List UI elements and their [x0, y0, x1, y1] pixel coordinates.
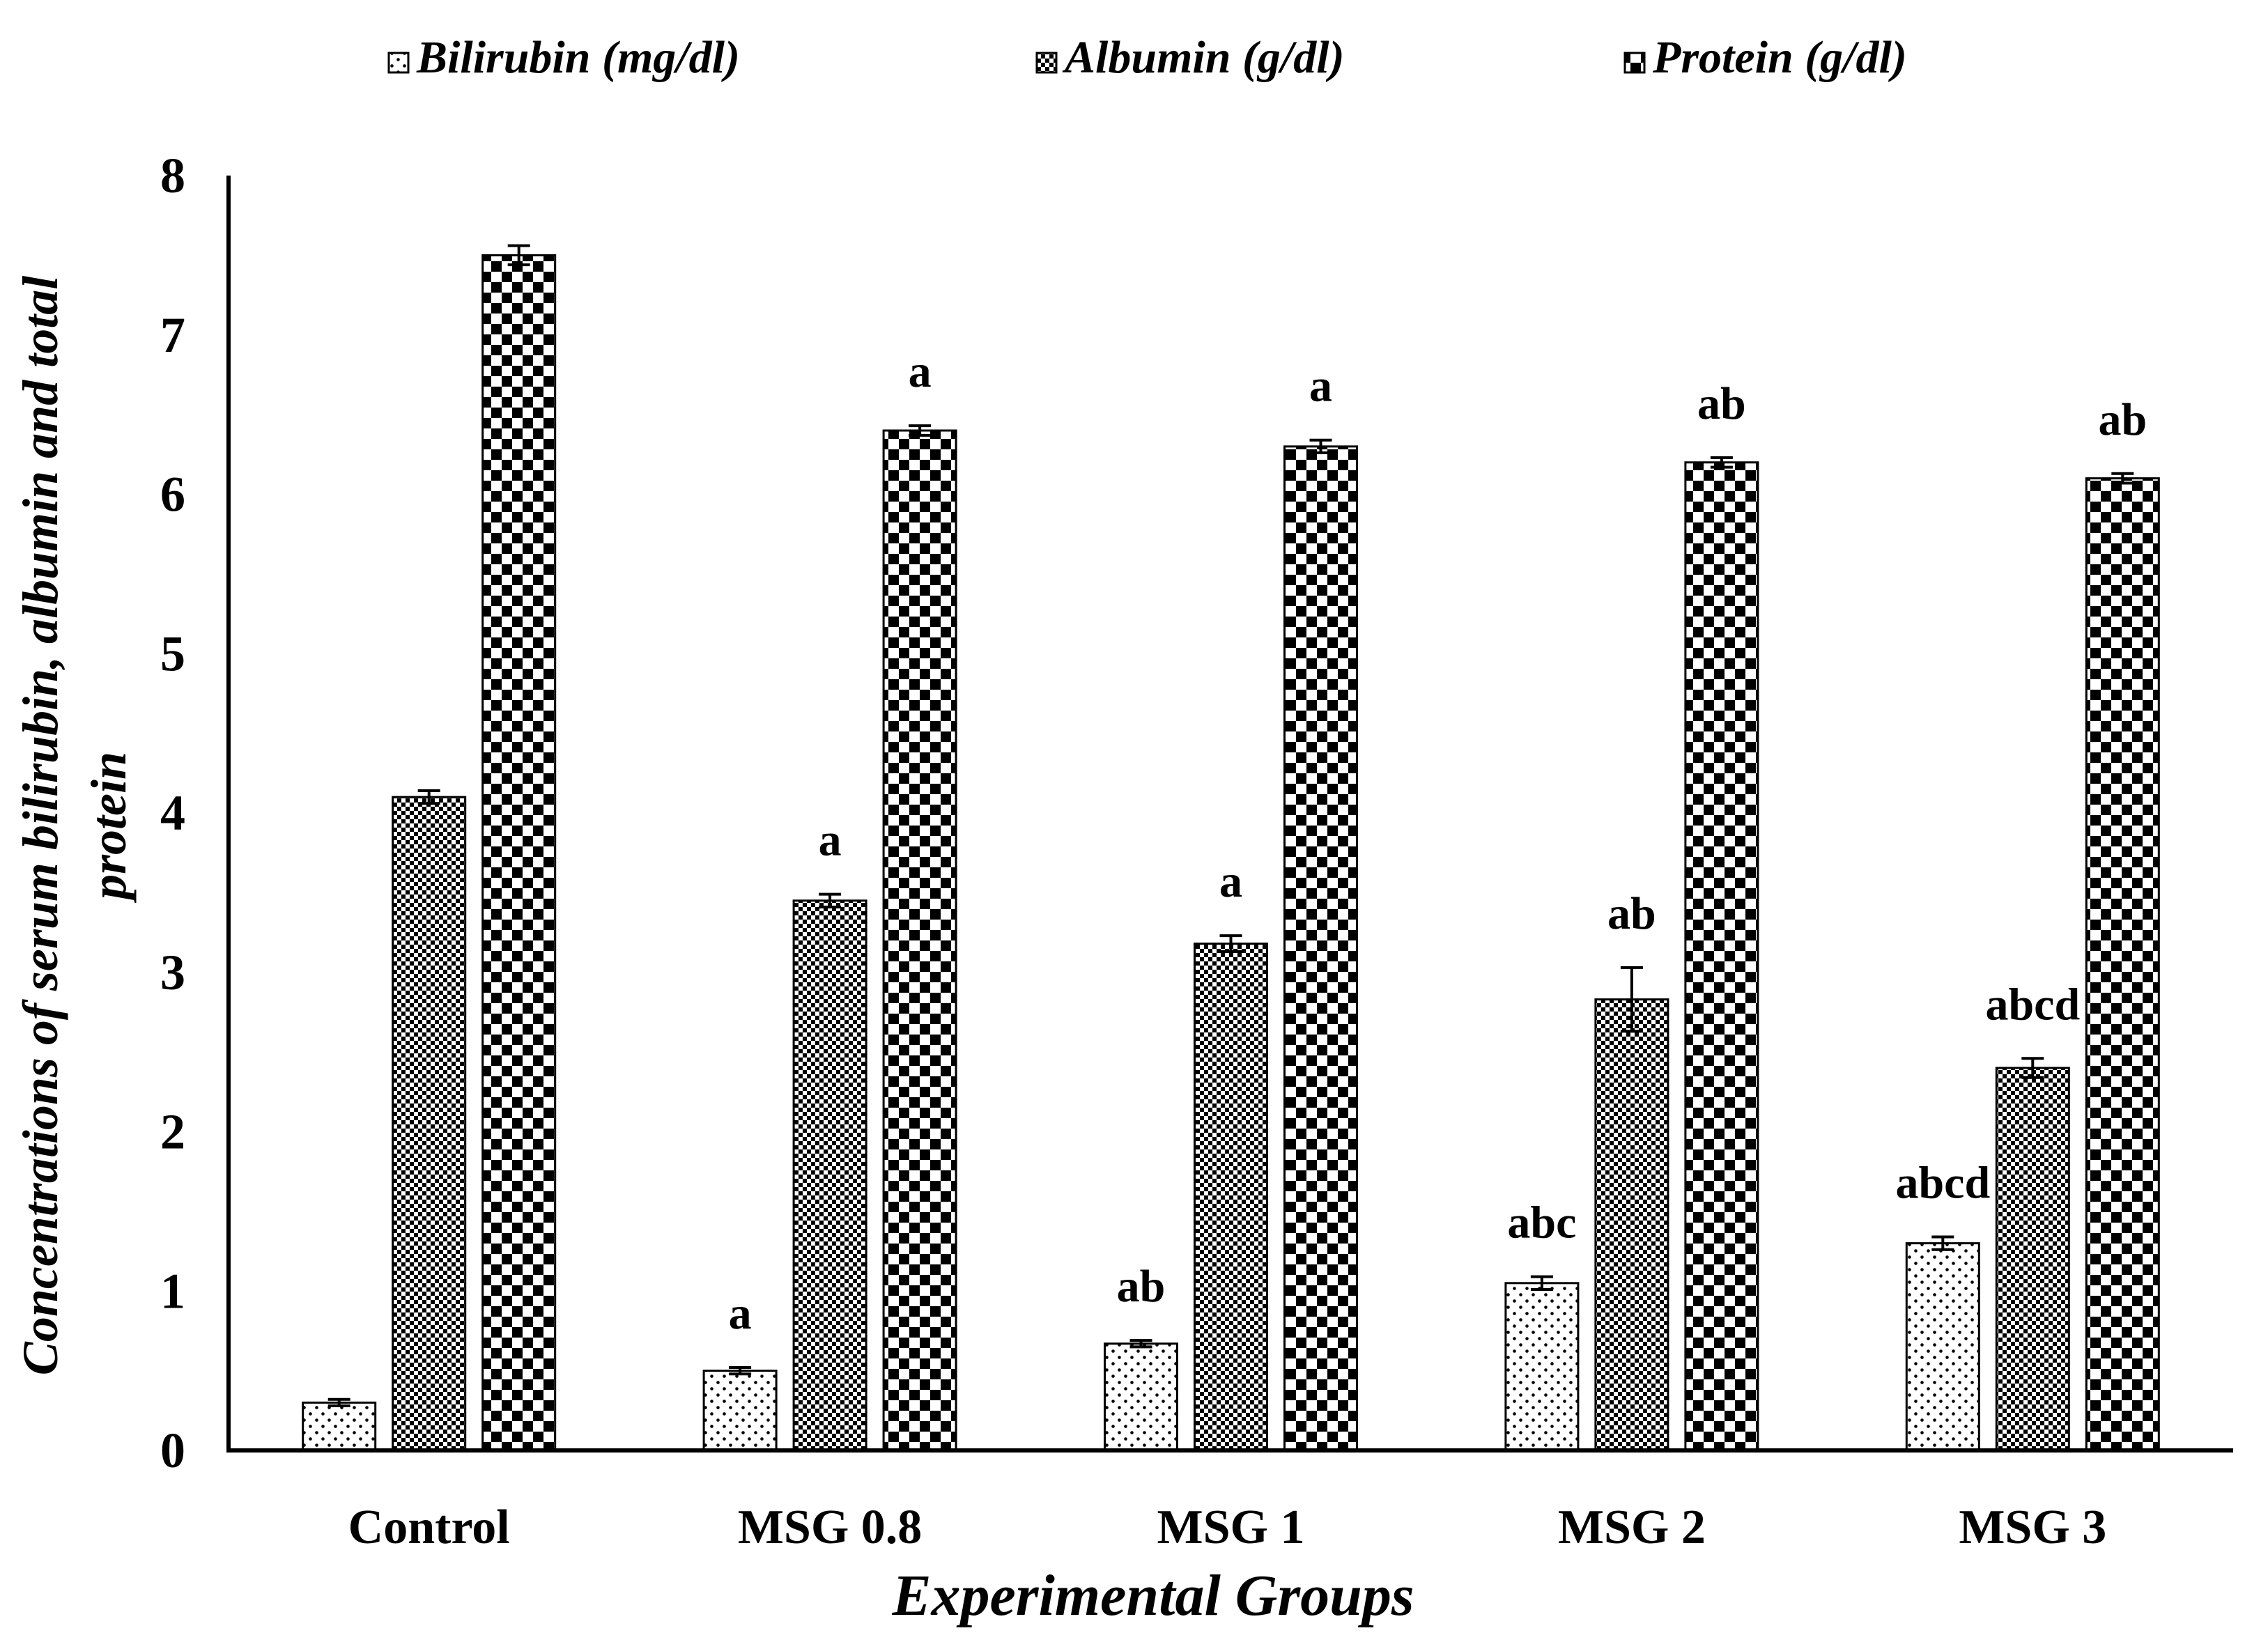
bar	[1504, 1282, 1580, 1452]
legend-swatch-bilirubin	[387, 52, 410, 74]
bar	[1283, 445, 1358, 1452]
x-tick-label: MSG 2	[1558, 1501, 1706, 1554]
bar	[1995, 1067, 2070, 1452]
significance-label: a	[909, 346, 932, 397]
error-bar	[1710, 456, 1733, 469]
significance-label: a	[819, 815, 842, 866]
x-tick-label: MSG 1	[1157, 1501, 1305, 1554]
error-bar	[1931, 1235, 1954, 1251]
y-axis-ticks: 0 1 2 3 4 5 6 7 8	[160, 148, 185, 1478]
y-tick-label: 8	[160, 148, 185, 203]
y-tick-label: 2	[160, 1104, 185, 1160]
bar	[392, 796, 467, 1452]
x-axis-ticks: Control MSG 0.8 MSG 1 MSG 2 MSG 3	[348, 1501, 2107, 1554]
legend-swatch-protein	[1623, 52, 1646, 74]
error-bar	[1620, 966, 1643, 1033]
error-bar	[819, 892, 842, 908]
legend-swatch-albumin	[1035, 52, 1058, 74]
y-axis-title-line-1: Concentrations of serum bilirubin, album…	[13, 276, 68, 1375]
y-tick-label: 4	[160, 785, 185, 841]
bar	[792, 899, 867, 1452]
bar	[2085, 477, 2160, 1452]
significance-label: abcd	[1985, 979, 2080, 1030]
error-bar	[729, 1366, 752, 1376]
legend-item-albumin: Albumin (g/dl)	[1035, 32, 1345, 83]
y-tick-label: 7	[160, 307, 185, 363]
bar	[702, 1370, 778, 1452]
bar	[1594, 998, 1669, 1452]
significance-label: ab	[1697, 378, 1746, 429]
bar	[1684, 461, 1759, 1452]
significance-label: a	[1219, 856, 1242, 907]
legend-label-bilirubin: Bilirubin (mg/dl)	[416, 32, 740, 83]
significance-label: ab	[2098, 394, 2147, 445]
error-bar	[2021, 1057, 2044, 1079]
x-tick-label: MSG 3	[1959, 1501, 2106, 1554]
y-tick-label: 6	[160, 467, 185, 522]
significance-label: ab	[1117, 1261, 1166, 1312]
significance-label: a	[729, 1288, 752, 1339]
bar	[882, 429, 957, 1452]
error-bar	[2111, 472, 2134, 485]
y-tick-label: 3	[160, 945, 185, 1000]
bar	[481, 254, 557, 1452]
bar	[302, 1401, 377, 1452]
x-tick-label: Control	[348, 1501, 510, 1554]
significance-label: abc	[1507, 1198, 1576, 1248]
bar	[1905, 1242, 1980, 1452]
y-axis-title-line-2: protein	[81, 752, 137, 904]
error-bar	[1129, 1339, 1152, 1349]
x-tick-label: MSG 0.8	[738, 1501, 922, 1554]
y-axis-title: Concentrations of serum bilirubin, album…	[13, 276, 137, 1375]
error-bar	[909, 424, 932, 437]
bar	[1194, 943, 1268, 1452]
legend-label-protein: Protein (g/dl)	[1652, 32, 1907, 83]
bars: a a a ab a a abc ab ab abcd abcd ab	[302, 244, 2160, 1452]
legend-item-bilirubin: Bilirubin (mg/dl)	[387, 32, 740, 83]
x-axis-title: Experimental Groups	[891, 1563, 1414, 1628]
error-bar	[1530, 1275, 1553, 1291]
legend: Bilirubin (mg/dl) Albumin (g/dl) Protein…	[387, 32, 1907, 83]
legend-item-protein: Protein (g/dl)	[1623, 32, 1907, 83]
y-tick-label: 1	[160, 1263, 185, 1319]
error-bar	[417, 789, 440, 805]
significance-label: a	[1309, 361, 1332, 412]
y-tick-label: 5	[160, 626, 185, 681]
significance-label: abcd	[1895, 1157, 1990, 1208]
axes	[226, 176, 2233, 1453]
legend-label-albumin: Albumin (g/dl)	[1062, 32, 1345, 83]
error-bar	[507, 244, 530, 267]
bar	[1104, 1342, 1178, 1452]
error-bar	[1219, 934, 1242, 954]
error-bar	[327, 1397, 350, 1407]
error-bar	[1309, 438, 1332, 455]
y-tick-label: 0	[160, 1423, 185, 1478]
significance-label: ab	[1607, 888, 1656, 939]
